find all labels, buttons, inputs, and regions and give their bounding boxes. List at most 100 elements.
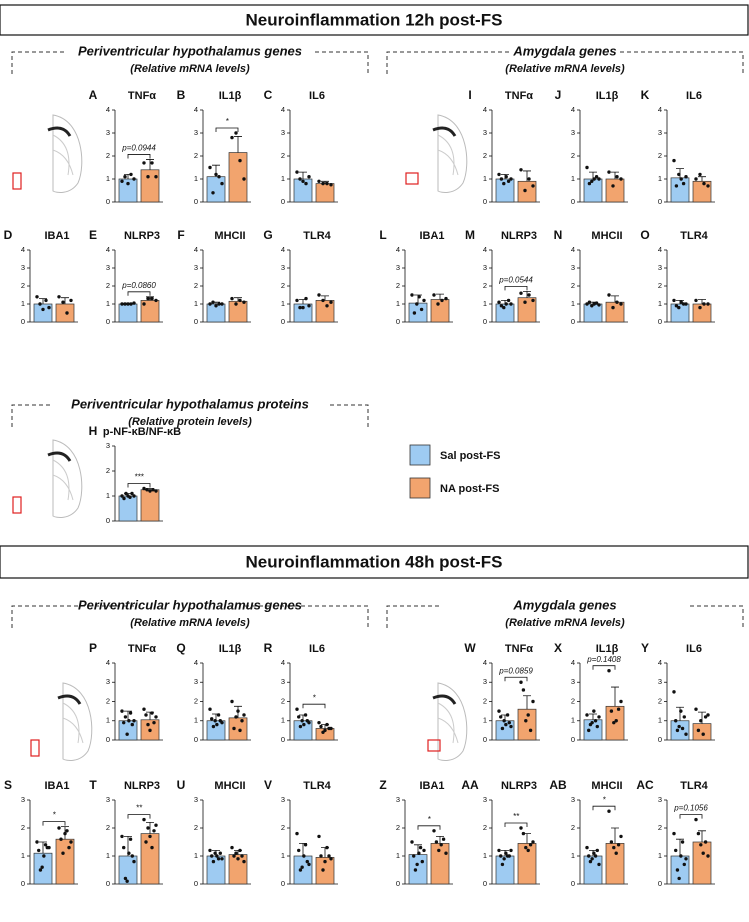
data-point: [154, 823, 158, 827]
y-tick-label: 3: [483, 677, 487, 686]
data-point: [234, 131, 238, 135]
data-point: [497, 300, 501, 304]
y-tick-label: 0: [281, 879, 285, 888]
data-point: [47, 845, 51, 850]
panel-letter: I: [468, 88, 471, 102]
bar: [692, 303, 712, 323]
data-point: [148, 834, 152, 839]
data-point: [220, 857, 224, 861]
bar: [605, 843, 625, 885]
data-point: [521, 831, 526, 836]
data-point: [593, 854, 598, 858]
data-point: [587, 181, 592, 186]
y-tick-label: 4: [658, 105, 662, 114]
data-point: [677, 305, 681, 310]
y-tick-label: 1: [21, 851, 25, 860]
legend-swatch: [409, 477, 431, 499]
y-tick-label: 2: [281, 151, 285, 160]
data-point: [702, 181, 706, 186]
bracket: [11, 51, 65, 74]
y-tick-label: 3: [281, 263, 285, 272]
y-tick-label: 3: [571, 795, 575, 804]
data-point: [215, 722, 219, 727]
significance-label: p=0.0544: [498, 276, 533, 285]
brain-detail: [52, 459, 74, 501]
y-tick-label: 1: [571, 174, 575, 183]
panel-letter: D: [4, 228, 13, 242]
y-tick-label: 1: [281, 716, 285, 725]
data-point: [696, 728, 701, 733]
y-tick-label: 3: [106, 441, 110, 450]
data-point: [154, 489, 158, 493]
brain-outline: [52, 439, 83, 519]
data-point: [130, 854, 134, 858]
data-point: [672, 298, 676, 303]
bar: [605, 178, 625, 203]
panel-title: TNFα: [505, 90, 533, 102]
data-point: [230, 296, 234, 301]
data-point: [590, 857, 594, 861]
data-point: [674, 848, 678, 853]
data-point: [300, 865, 304, 869]
data-point: [298, 724, 303, 729]
panel-letter: B: [177, 88, 186, 102]
y-tick-label: 0: [106, 735, 110, 744]
error-bar: [523, 291, 531, 298]
y-tick-label: 0: [281, 735, 285, 744]
data-point: [698, 172, 702, 177]
y-tick-label: 4: [194, 105, 198, 114]
bar: [692, 723, 712, 741]
panel-title: MHCII: [214, 230, 245, 242]
y-tick-label: 0: [106, 879, 110, 888]
significance-label: *: [427, 815, 431, 824]
data-point: [595, 848, 599, 853]
data-point: [614, 719, 618, 723]
bracket: [620, 51, 744, 74]
y-tick-label: 3: [571, 128, 575, 137]
data-point: [319, 724, 323, 729]
y-tick-label: 0: [483, 317, 487, 326]
significance-bracket: [215, 127, 239, 132]
data-point: [150, 845, 154, 850]
data-point: [305, 859, 309, 864]
bar: [118, 495, 138, 522]
y-tick-label: 2: [194, 281, 198, 290]
data-point: [240, 719, 244, 723]
legend-label: NA post-FS: [440, 483, 499, 495]
error-bar: [61, 297, 69, 304]
y-tick-label: 0: [194, 735, 198, 744]
data-point: [585, 845, 589, 850]
brain-detail: [62, 702, 84, 744]
data-point: [37, 848, 41, 853]
data-point: [594, 175, 599, 179]
data-point: [509, 724, 513, 729]
panel-letter: W: [464, 641, 476, 655]
significance-bracket: [504, 822, 528, 827]
data-point: [317, 720, 321, 725]
data-point: [152, 720, 156, 725]
data-point: [242, 177, 246, 181]
y-tick-label: 2: [483, 823, 487, 832]
data-point: [151, 488, 155, 492]
y-tick-label: 2: [483, 696, 487, 705]
y-tick-label: 3: [483, 795, 487, 804]
data-point: [675, 868, 680, 872]
y-tick-label: 0: [281, 197, 285, 206]
panel-letter: AC: [636, 778, 654, 792]
data-point: [61, 300, 65, 304]
data-point: [415, 862, 419, 867]
panel-letter: N: [554, 228, 563, 242]
data-point: [437, 848, 441, 853]
data-point: [321, 181, 325, 186]
data-point: [123, 715, 128, 719]
data-point: [592, 709, 596, 713]
y-tick-label: 0: [483, 735, 487, 744]
data-point: [295, 831, 299, 836]
data-point: [434, 840, 439, 844]
data-point: [59, 837, 63, 841]
y-tick-label: 2: [658, 696, 662, 705]
panel-letter: A: [89, 88, 98, 102]
bracket: [315, 51, 369, 74]
bar: [228, 300, 248, 323]
data-point: [298, 868, 303, 872]
